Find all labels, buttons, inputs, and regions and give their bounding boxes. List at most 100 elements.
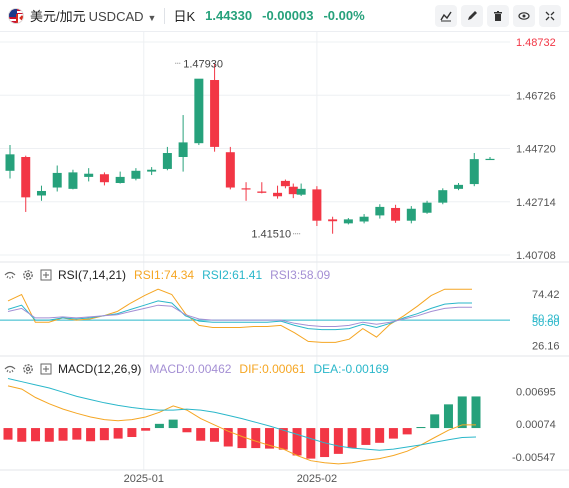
candle-body	[21, 156, 31, 198]
candle-body	[162, 153, 172, 169]
high-price-label: 1.47930	[183, 58, 223, 70]
settings-icon[interactable]	[22, 363, 34, 375]
last-price: 1.44330	[205, 8, 253, 23]
rsi2-value: RSI2:61.41	[202, 268, 263, 282]
rsi-y-tick-label: 50.00	[532, 317, 560, 329]
period-selector[interactable]: 日K	[173, 9, 196, 24]
candle-body	[115, 176, 125, 184]
dea-value: DEA:-0.00169	[313, 362, 389, 376]
candle-body	[438, 190, 448, 203]
macd-histogram-bar	[113, 428, 123, 439]
macd-y-tick-label: 0.00695	[516, 386, 556, 398]
macd-histogram-bar	[251, 428, 261, 449]
candle-body	[288, 186, 298, 195]
macd-label: MACD(12,26,9)	[58, 362, 142, 376]
rsi-y-tick-label: 26.16	[532, 340, 560, 352]
macd-histogram-bar	[196, 428, 206, 441]
candle-body	[257, 191, 267, 193]
candle-body	[485, 158, 495, 161]
candles	[5, 63, 495, 234]
low-price-label: 1.41510	[251, 229, 291, 241]
eye-off-icon[interactable]	[4, 269, 16, 281]
macd-histogram-bar	[127, 428, 137, 438]
macd-histogram-bar	[31, 428, 41, 442]
y-tick-label: 1.42714	[516, 197, 556, 209]
macd-histogram-bar	[347, 428, 357, 449]
macd-histogram-bar	[278, 428, 288, 450]
x-tick-label: 2025-02	[297, 473, 337, 485]
candle-body	[210, 80, 220, 147]
rsi-series-line	[7, 300, 472, 331]
rsi-label: RSI(7,14,21)	[58, 268, 127, 282]
candle-body	[469, 159, 479, 185]
symbol-code: USDCAD	[88, 9, 144, 24]
x-tick-label: 2025-01	[124, 473, 164, 485]
macd-y-tick-label: 0.00074	[516, 419, 556, 431]
candle-body	[375, 206, 385, 216]
rsi-header: RSI(7,14,21) RSI1:74.34 RSI2:61.41 RSI3:…	[4, 266, 338, 284]
candle-body	[131, 170, 141, 179]
y-tick-label: 1.40708	[516, 250, 556, 262]
macd-histogram-bar	[375, 428, 385, 443]
macd-histogram-bar	[3, 428, 13, 440]
candle-body	[5, 154, 15, 171]
candle-body	[273, 192, 283, 197]
candle-body	[147, 169, 157, 172]
macd-histogram-bar	[265, 428, 275, 449]
symbol-name: 美元/加元	[30, 9, 86, 24]
macd-histogram-bar	[99, 428, 109, 441]
candle-body	[36, 190, 46, 196]
draw-pen-icon[interactable]	[461, 5, 483, 27]
close-box-icon[interactable]	[40, 269, 52, 281]
rsi3-value: RSI3:58.09	[270, 268, 331, 282]
usd-cad-flag-icon	[8, 7, 24, 24]
macd-y-tick-label: -0.00547	[512, 452, 555, 464]
y-tick-label: 1.48732	[516, 37, 556, 49]
y-tick-label: 1.44720	[516, 144, 556, 156]
candle-body	[422, 202, 432, 213]
x-axis: 2025-01 2025-02	[124, 473, 337, 485]
price-change-percent: -0.00%	[323, 8, 365, 23]
divider	[164, 7, 166, 24]
macd-histogram-bar	[223, 428, 233, 447]
macd-histogram-bar	[72, 428, 82, 440]
macd-histogram-bar	[457, 396, 467, 429]
candle-body	[241, 188, 251, 190]
rsi-y-tick-label: 74.42	[532, 289, 560, 301]
eye-off-icon[interactable]	[4, 363, 16, 375]
symbol-selector[interactable]: 美元/加元 USDCAD ▼	[30, 6, 156, 25]
candle-body	[68, 172, 78, 189]
candle-body	[52, 172, 62, 188]
close-box-icon[interactable]	[40, 363, 52, 375]
candle-body	[406, 208, 416, 221]
macd-histogram-bar	[306, 428, 316, 459]
candle-body	[312, 189, 322, 221]
candle-body	[99, 174, 109, 183]
settings-icon[interactable]	[22, 269, 34, 281]
collapse-icon[interactable]	[539, 5, 561, 27]
macd-header: MACD(12,26,9) MACD:0.00462 DIF:0.00061 D…	[4, 360, 397, 378]
y-tick-label: 1.46726	[516, 90, 556, 102]
macd-histogram-bar	[471, 396, 481, 429]
toolbar	[431, 5, 561, 27]
macd-histogram-bar	[388, 428, 398, 439]
trash-icon[interactable]	[487, 5, 509, 27]
macd-panel	[3, 378, 481, 465]
macd-histogram-bar	[182, 428, 192, 433]
macd-value: MACD:0.00462	[149, 362, 232, 376]
candle-body	[343, 219, 353, 224]
eye-icon[interactable]	[513, 5, 535, 27]
macd-histogram-bar	[237, 428, 247, 449]
macd-histogram-bar	[333, 428, 343, 454]
candle-body	[194, 78, 204, 144]
dif-line	[7, 385, 476, 465]
line-chart-icon[interactable]	[435, 5, 457, 27]
macd-histogram-bar	[402, 428, 412, 435]
macd-histogram-bar	[154, 423, 164, 429]
candle-body	[359, 216, 369, 222]
macd-histogram-bar	[292, 428, 302, 456]
macd-histogram-bar	[430, 414, 440, 429]
price-change: -0.00003	[262, 8, 314, 23]
macd-histogram-bar	[44, 428, 54, 442]
